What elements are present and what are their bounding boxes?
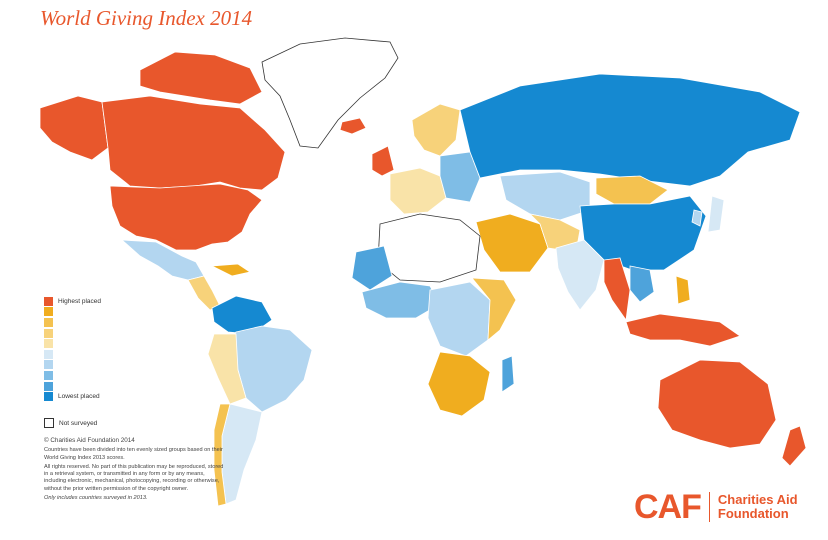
legend-item	[44, 328, 204, 339]
region-southern-cone	[221, 403, 263, 505]
survey-note: Only includes countries surveyed in 2013…	[44, 495, 148, 502]
legend-swatch	[44, 339, 53, 349]
copyright-notice: © Charities Aid Foundation 2014	[44, 437, 135, 444]
legend-item: Lowest placed	[44, 391, 204, 402]
legend-swatch	[44, 370, 53, 380]
legend-label: Highest placed	[58, 297, 101, 305]
legend-item	[44, 317, 204, 328]
region-middle-east	[475, 213, 549, 273]
region-philippines	[675, 275, 691, 305]
region-arctic-islands	[139, 51, 263, 105]
legend-item	[44, 307, 204, 318]
region-western-europe	[389, 167, 447, 215]
legend-item: Highest placed	[44, 296, 204, 307]
region-myanmar-thailand	[603, 257, 631, 322]
region-alaska	[39, 95, 109, 161]
region-madagascar	[501, 355, 515, 393]
region-korea	[691, 209, 703, 227]
region-usa	[109, 183, 263, 251]
region-caribbean	[210, 263, 252, 277]
legend-not-surveyed: Not surveyed	[44, 418, 97, 428]
legend-item	[44, 360, 204, 371]
region-new-zealand	[781, 425, 807, 467]
footnotes: © Charities Aid Foundation 2014 Countrie…	[44, 437, 224, 504]
region-uk	[371, 145, 395, 177]
legend-swatch	[44, 360, 53, 370]
legend-swatch	[44, 296, 53, 306]
legend-swatch	[44, 349, 53, 359]
method-note: Countries have been divided into ten eve…	[44, 447, 223, 461]
region-peru-bolivia	[207, 333, 247, 405]
legend-swatch	[44, 317, 53, 327]
region-chile	[213, 403, 231, 507]
region-scandinavia	[411, 103, 461, 157]
legend-swatch	[44, 307, 53, 317]
legend-item	[44, 338, 204, 349]
caf-logo-name: Charities Aid Foundation	[718, 493, 798, 521]
not-surveyed-label: Not surveyed	[59, 419, 98, 427]
rights-note: All rights reserved. No part of this pub…	[44, 463, 224, 492]
region-west-africa	[361, 281, 441, 319]
legend-item	[44, 349, 204, 360]
map-title: World Giving Index 2014	[40, 6, 253, 30]
region-india	[555, 239, 605, 311]
legend-item	[44, 370, 204, 381]
logo-name-line2: Foundation	[717, 506, 789, 521]
region-west-africa-blue	[351, 245, 393, 291]
region-greenland	[261, 37, 399, 149]
region-north-africa	[377, 213, 481, 283]
region-indonesia	[625, 313, 741, 347]
region-iceland	[339, 117, 367, 135]
caf-logo-mark: CAF	[634, 488, 702, 526]
legend-label: Lowest placed	[58, 393, 100, 401]
logo-divider	[708, 492, 710, 522]
legend-item	[44, 381, 204, 392]
caf-logo: CAF Charities Aid Foundation	[634, 490, 798, 524]
region-central-africa	[427, 281, 491, 357]
legend-swatch	[44, 381, 53, 391]
region-central-asia	[499, 171, 591, 221]
legend: Highest placed Lowest placed	[44, 296, 204, 402]
legend-swatch	[44, 392, 53, 402]
region-canada	[101, 95, 286, 191]
legend-swatch	[44, 328, 53, 338]
not-surveyed-swatch	[44, 418, 54, 428]
region-southern-africa	[427, 351, 491, 417]
logo-name-line1: Charities Aid	[717, 492, 798, 507]
region-russia	[459, 73, 801, 187]
region-east-africa	[471, 277, 517, 341]
region-japan	[707, 195, 725, 233]
region-australia	[657, 359, 777, 449]
region-indochina	[629, 265, 655, 303]
